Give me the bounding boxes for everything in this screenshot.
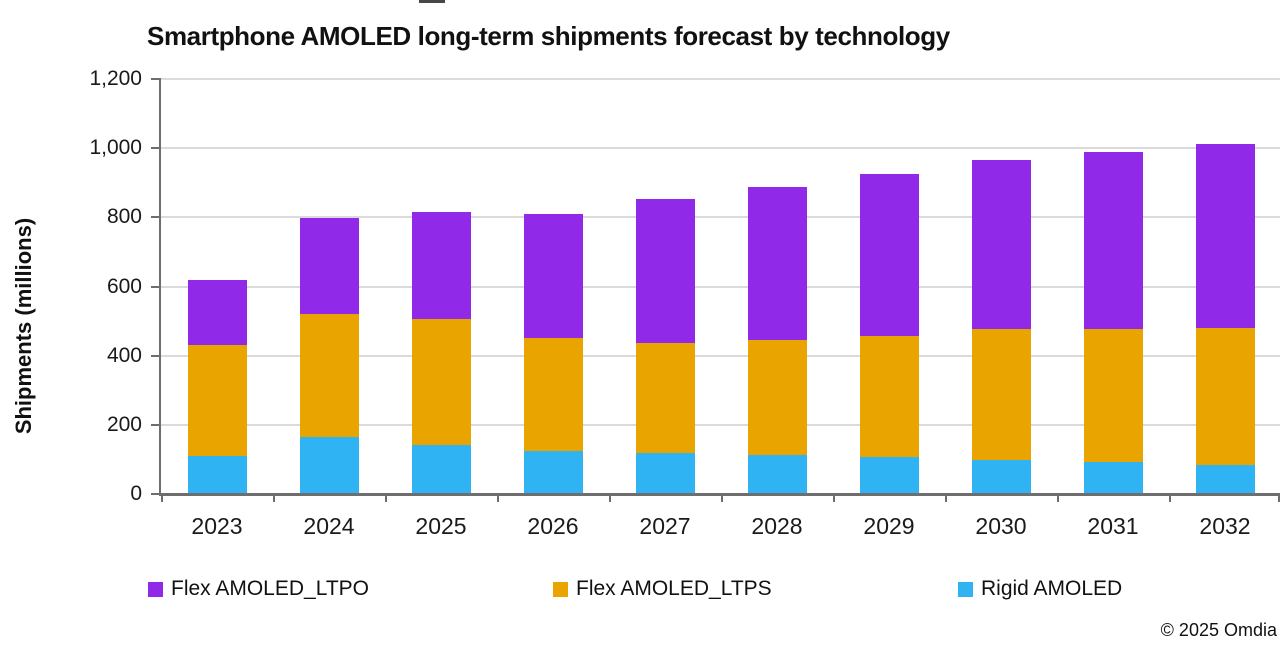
x-tick-label-2025: 2025 <box>415 513 467 539</box>
gridline-600 <box>160 285 1280 288</box>
bar-segment-2030-rigid-amoled <box>972 460 1031 494</box>
x-tick-label-2024: 2024 <box>303 513 355 539</box>
gridline-800 <box>160 216 1280 219</box>
bar-segment-2026-flex-amoled-ltpo <box>524 213 583 338</box>
legend-swatch-rigid-amoled <box>958 581 973 597</box>
bar-segment-2024-flex-amoled-ltps <box>300 313 359 437</box>
bar-segment-2023-flex-amoled-ltpo <box>188 279 247 345</box>
x-tick-label-2023: 2023 <box>191 513 243 539</box>
x-tick-label-2027: 2027 <box>639 513 691 539</box>
x-axis-tick-2 <box>385 493 387 502</box>
x-axis-tick-7 <box>945 493 947 502</box>
x-axis-tick-3 <box>497 493 499 502</box>
bar-segment-2023-rigid-amoled <box>188 455 247 494</box>
x-axis-tick-10 <box>1278 493 1280 502</box>
y-axis-tick-800 <box>151 216 160 219</box>
y-axis-tick-0 <box>151 493 160 495</box>
x-tick-label-2031: 2031 <box>1087 513 1139 539</box>
bar-segment-2026-rigid-amoled <box>524 450 583 494</box>
x-axis-tick-4 <box>609 493 611 502</box>
chart-title: Smartphone AMOLED long-term shipments fo… <box>147 21 950 51</box>
bar-segment-2024-flex-amoled-ltpo <box>300 218 359 314</box>
bar-segment-2025-flex-amoled-ltpo <box>412 212 471 319</box>
copyright-notice: © 2025 Omdia <box>1160 620 1277 640</box>
y-tick-label-600: 600 <box>106 274 142 298</box>
bar-segment-2031-flex-amoled-ltpo <box>1084 152 1143 330</box>
x-tick-label-2032: 2032 <box>1199 513 1251 539</box>
x-tick-label-2026: 2026 <box>527 513 579 539</box>
legend-item-rigid-amoled: Rigid AMOLED <box>958 577 1122 601</box>
x-axis-line <box>159 493 1280 496</box>
y-tick-label-800: 800 <box>106 205 142 229</box>
y-tick-label-1200: 1,200 <box>89 67 142 90</box>
y-axis-tick-400 <box>151 354 160 357</box>
y-axis-tick-600 <box>151 285 160 288</box>
x-axis-tick-5 <box>721 493 723 502</box>
x-axis-tick-0 <box>161 493 163 502</box>
bar-segment-2023-flex-amoled-ltps <box>188 344 247 456</box>
y-axis-line <box>159 78 161 495</box>
bar-segment-2032-flex-amoled-ltps <box>1196 328 1255 465</box>
y-tick-label-400: 400 <box>106 343 142 367</box>
x-axis-tick-8 <box>1057 493 1059 502</box>
bar-segment-2028-flex-amoled-ltpo <box>748 186 807 341</box>
y-tick-label-200: 200 <box>106 412 142 436</box>
bar-segment-2025-flex-amoled-ltps <box>412 319 471 445</box>
y-axis-tick-200 <box>151 423 160 426</box>
y-axis-tick-1200 <box>151 78 160 80</box>
legend-label: Rigid AMOLED <box>981 577 1123 600</box>
legend-label: Flex AMOLED_LTPS <box>576 577 772 600</box>
y-tick-label-1000: 1,000 <box>89 136 142 160</box>
x-tick-label-2028: 2028 <box>751 513 803 539</box>
x-axis-tick-1 <box>273 493 275 502</box>
bar-segment-2032-flex-amoled-ltpo <box>1196 144 1255 329</box>
bar-segment-2027-flex-amoled-ltpo <box>636 199 695 343</box>
x-tick-label-2030: 2030 <box>975 513 1027 539</box>
y-axis-title: Shipments (millions) <box>11 217 36 435</box>
bar-segment-2025-rigid-amoled <box>412 444 471 494</box>
legend-item-flex-amoled-ltpo: Flex AMOLED_LTPO <box>148 577 369 601</box>
gridline-1000 <box>160 147 1280 150</box>
gridline-400 <box>160 354 1280 357</box>
cropped-window-artifact <box>419 0 445 3</box>
x-axis-tick-6 <box>833 493 835 502</box>
legend-swatch-flex-amoled-ltps <box>553 581 568 597</box>
bar-segment-2028-flex-amoled-ltps <box>748 340 807 455</box>
y-axis-tick-1000 <box>151 147 160 150</box>
x-axis-tick-9 <box>1169 493 1171 502</box>
bar-segment-2024-rigid-amoled <box>300 436 359 494</box>
bar-segment-2029-rigid-amoled <box>860 457 919 494</box>
bar-segment-2028-rigid-amoled <box>748 454 807 494</box>
bar-segment-2031-flex-amoled-ltps <box>1084 329 1143 463</box>
bar-segment-2027-flex-amoled-ltps <box>636 342 695 454</box>
bar-segment-2032-rigid-amoled <box>1196 464 1255 494</box>
legend-item-flex-amoled-ltps: Flex AMOLED_LTPS <box>553 577 772 601</box>
gridline-1200 <box>160 78 1280 80</box>
x-tick-label-2029: 2029 <box>863 513 915 539</box>
y-tick-label-0: 0 <box>130 482 142 505</box>
bar-segment-2026-flex-amoled-ltps <box>524 337 583 451</box>
bar-segment-2030-flex-amoled-ltpo <box>972 159 1031 330</box>
bar-segment-2031-rigid-amoled <box>1084 462 1143 494</box>
bar-segment-2029-flex-amoled-ltpo <box>860 174 919 337</box>
bar-segment-2029-flex-amoled-ltps <box>860 336 919 458</box>
bar-segment-2027-rigid-amoled <box>636 453 695 494</box>
legend-swatch-flex-amoled-ltpo <box>148 581 163 597</box>
bar-segment-2030-flex-amoled-ltps <box>972 329 1031 461</box>
gridline-200 <box>160 423 1280 426</box>
legend-label: Flex AMOLED_LTPO <box>171 577 370 600</box>
